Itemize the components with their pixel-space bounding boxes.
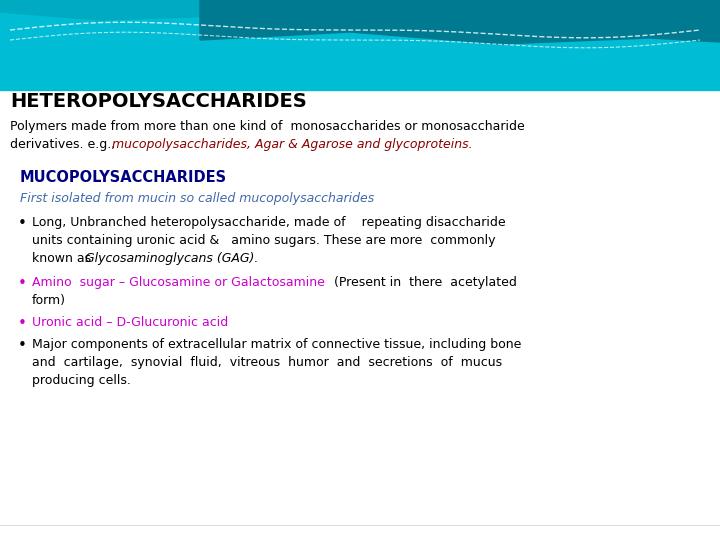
Text: units containing uronic acid &   amino sugars. These are more  commonly: units containing uronic acid & amino sug… (32, 234, 495, 247)
Polygon shape (0, 0, 720, 35)
Text: mucopolysaccharides, Agar & Agarose and glycoproteins.: mucopolysaccharides, Agar & Agarose and … (112, 138, 472, 151)
Text: Glycosaminoglycans (GAG).: Glycosaminoglycans (GAG). (85, 252, 258, 265)
Text: HETEROPOLYSACCHARIDES: HETEROPOLYSACCHARIDES (10, 92, 307, 111)
Text: form): form) (32, 294, 66, 307)
Text: and  cartilage,  synovial  fluid,  vitreous  humor  and  secretions  of  mucus: and cartilage, synovial fluid, vitreous … (32, 356, 502, 369)
Text: MUCOPOLYSACCHARIDES: MUCOPOLYSACCHARIDES (20, 170, 227, 185)
Text: known as: known as (32, 252, 95, 265)
Text: (Present in  there  acetylated: (Present in there acetylated (330, 276, 517, 289)
Text: •: • (18, 276, 27, 291)
Polygon shape (0, 0, 720, 25)
Text: producing cells.: producing cells. (32, 374, 131, 387)
Text: Long, Unbranched heteropolysaccharide, made of    repeating disaccharide: Long, Unbranched heteropolysaccharide, m… (32, 216, 505, 229)
Bar (0, 0, 720, 90)
Text: •: • (18, 216, 27, 231)
Text: Amino  sugar – Glucosamine or Galactosamine: Amino sugar – Glucosamine or Galactosami… (32, 276, 325, 289)
Text: First isolated from mucin so called mucopolysaccharides: First isolated from mucin so called muco… (20, 192, 374, 205)
Text: Major components of extracellular matrix of connective tissue, including bone: Major components of extracellular matrix… (32, 338, 521, 351)
Polygon shape (200, 0, 720, 44)
Text: derivatives. e.g.,: derivatives. e.g., (10, 138, 120, 151)
Text: Polymers made from more than one kind of  monosaccharides or monosaccharide: Polymers made from more than one kind of… (10, 120, 525, 133)
Text: Uronic acid – D-Glucuronic acid: Uronic acid – D-Glucuronic acid (32, 316, 228, 329)
Text: •: • (18, 316, 27, 331)
Text: •: • (18, 338, 27, 353)
